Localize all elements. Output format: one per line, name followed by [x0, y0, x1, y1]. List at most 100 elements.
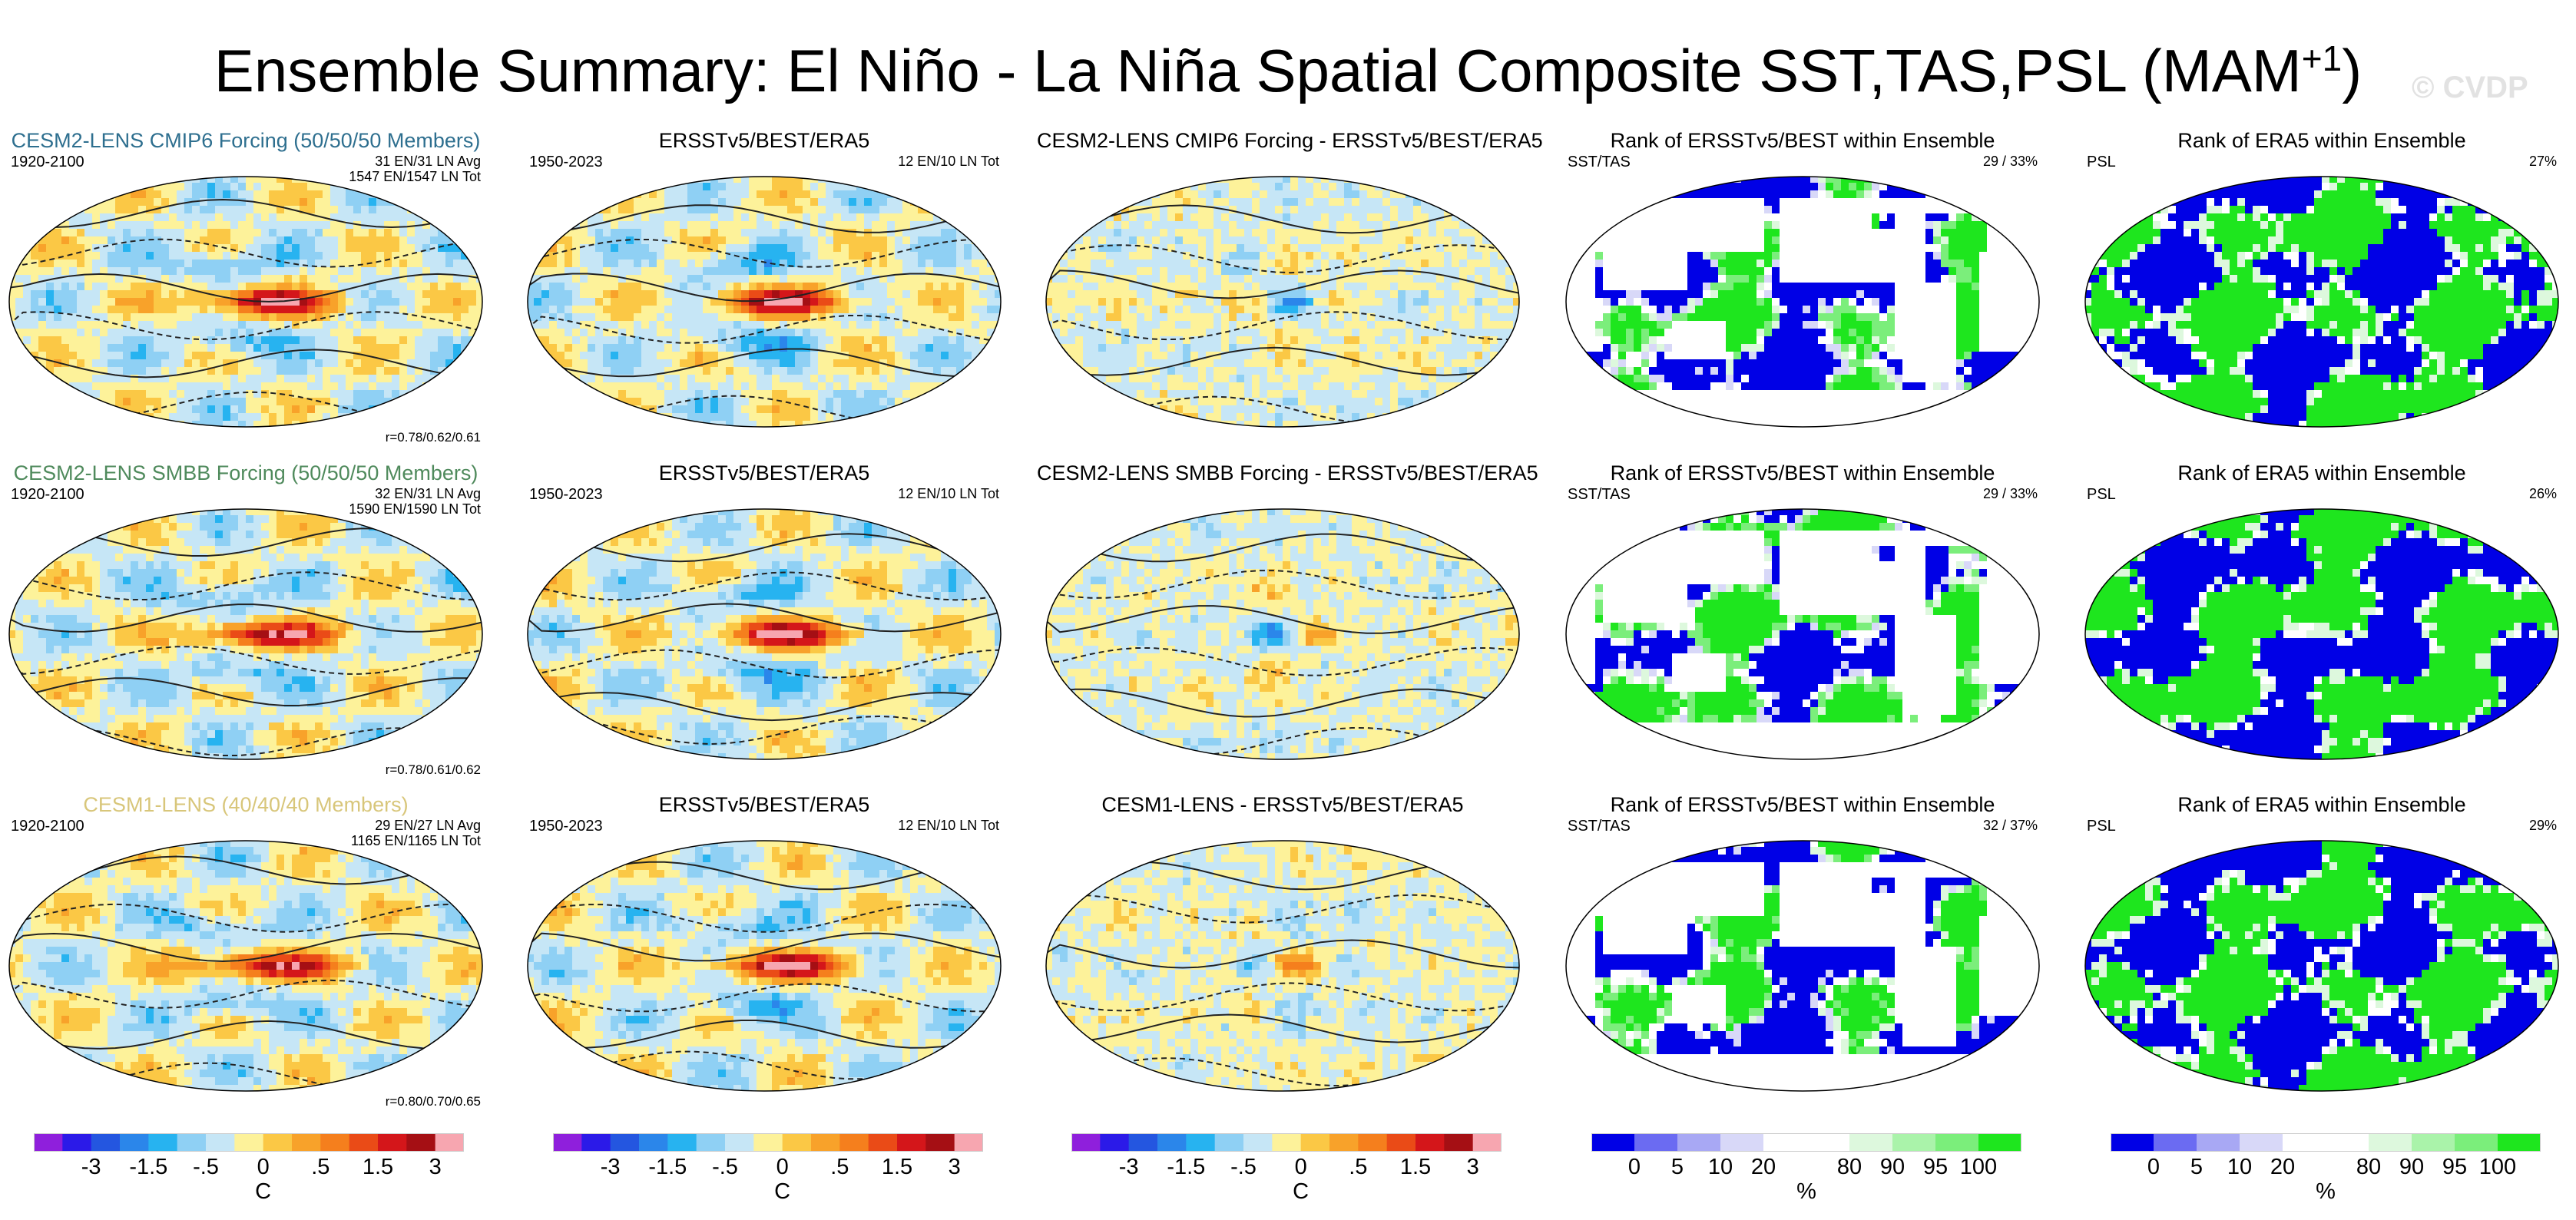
map-diff	[1045, 176, 1520, 428]
panel-title: CESM2-LENS CMIP6 Forcing - ERSSTv5/BEST/…	[1037, 129, 1543, 153]
colorbar-swatch	[2326, 1133, 2369, 1152]
map-sst	[527, 840, 1002, 1092]
colorbar-swatch	[725, 1133, 754, 1152]
colorbar-swatch	[1677, 1133, 1721, 1152]
corner-left-label: SST/TAS	[1568, 154, 1631, 171]
colorbar-swatch	[234, 1133, 264, 1152]
colorbar-swatch	[1978, 1133, 2021, 1152]
panel-title: Rank of ERSSTv5/BEST within Ensemble	[1557, 793, 2048, 817]
colorbar-swatch	[1128, 1133, 1158, 1152]
colorbar-tick-label: -.5	[1230, 1155, 1257, 1180]
colorbar-swatches	[553, 1133, 983, 1152]
panel-r2-c4: Rank of ERA5 within Ensemble PSL 29%	[2076, 793, 2568, 1116]
panel-r0-c4: Rank of ERA5 within Ensemble PSL 27%	[2076, 129, 2568, 451]
colorbar-tick-label: 0	[1628, 1155, 1641, 1180]
colorbar-tick-label: .5	[1349, 1155, 1367, 1180]
colorbar-swatch	[177, 1133, 207, 1152]
map-area	[1045, 508, 1521, 761]
colorbar-tick-label: 100	[1960, 1155, 1997, 1180]
map-area	[1045, 175, 1521, 428]
colorbar-tick-label: .5	[311, 1155, 329, 1180]
corner-left-label: PSL	[2087, 818, 2116, 835]
colorbar-swatch	[2197, 1133, 2240, 1152]
colorbar-swatch	[667, 1133, 697, 1152]
corner-right-label: 12 EN/10 LN Tot	[898, 486, 999, 501]
corner-left-label: SST/TAS	[1568, 486, 1631, 504]
colorbar-swatch	[206, 1133, 235, 1152]
colorbar-tick-label: 80	[2356, 1155, 2381, 1180]
colorbar-swatch	[2412, 1133, 2455, 1152]
panel-title: CESM2-LENS SMBB Forcing (50/50/50 Member…	[0, 461, 492, 485]
panel-title: Rank of ERA5 within Ensemble	[2076, 793, 2568, 817]
colorbar-sst: -3 -1.5 -.5 0 .5 1.5 3 C	[553, 1133, 983, 1218]
colorbar-tick-label: 3	[1467, 1155, 1479, 1180]
colorbar-swatch	[897, 1133, 926, 1152]
colorbar-tick-label: 0	[2147, 1155, 2160, 1180]
colorbar-tick-label: 20	[1751, 1155, 1776, 1180]
colorbar-tick-label: 3	[949, 1155, 961, 1180]
map-sst	[8, 508, 483, 760]
colorbar-swatch	[62, 1133, 92, 1152]
colorbar-swatches	[1591, 1133, 2021, 1152]
panel-r2-c1: ERSSTv5/BEST/ERA5 1950-2023 12 EN/10 LN To…	[518, 793, 1010, 1116]
panel-r2-c3: Rank of ERSSTv5/BEST within Ensemble SST/…	[1557, 793, 2048, 1116]
map-rank	[1565, 840, 2040, 1092]
colorbar-tick-label: 0	[257, 1155, 270, 1180]
panel-title: ERSSTv5/BEST/ERA5	[518, 129, 1010, 153]
map-area	[2084, 839, 2560, 1093]
corner-right-label: 29 / 33%	[1983, 486, 2038, 501]
colorbar-unit: C	[774, 1179, 790, 1205]
colorbar-swatch	[753, 1133, 783, 1152]
colorbar-swatch	[954, 1133, 983, 1152]
corner-right-label: 26%	[2529, 486, 2557, 501]
panel-r0-c2: CESM2-LENS CMIP6 Forcing - ERSSTv5/BEST/…	[1037, 129, 1543, 451]
colorbar-swatch	[1634, 1133, 1678, 1152]
colorbar-tick-label: 95	[1923, 1155, 1948, 1180]
panel-r1-c0: CESM2-LENS SMBB Forcing (50/50/50 Member…	[0, 461, 492, 784]
colorbar-swatch	[1386, 1133, 1416, 1152]
map-sst	[527, 176, 1002, 428]
corner-right-label: 32 / 37%	[1983, 818, 2038, 833]
colorbar-swatch	[2283, 1133, 2326, 1152]
map-rank	[1565, 508, 2040, 760]
panel-r0-c3: Rank of ERSSTv5/BEST within Ensemble SST/…	[1557, 129, 2048, 451]
corner-right-label: 31 EN/31 LN Avg 1547 EN/1547 LN Tot	[349, 154, 481, 184]
colorbar-tick-label: -1.5	[129, 1155, 167, 1180]
map-rank	[1565, 176, 2040, 428]
colorbar-swatch	[639, 1133, 668, 1152]
map-sst	[8, 840, 483, 1092]
colorbar-tick-label: 10	[2227, 1155, 2252, 1180]
panel-title: CESM1-LENS - ERSSTv5/BEST/ERA5	[1037, 793, 1528, 817]
colorbar-tick-label: 3	[429, 1155, 442, 1180]
corner-left-label: 1950-2023	[529, 154, 603, 171]
colorbar-tick-label: 0	[1295, 1155, 1307, 1180]
correlation-label: r=0.78/0.61/0.62	[386, 762, 481, 778]
colorbar-swatch	[1214, 1133, 1244, 1152]
colorbar-swatch	[1300, 1133, 1330, 1152]
colorbar-unit: C	[1293, 1179, 1309, 1205]
colorbar-tick-label: -3	[81, 1155, 101, 1180]
colorbar-swatch	[610, 1133, 640, 1152]
map-rankpsl	[2084, 508, 2559, 760]
colorbar-swatch	[1591, 1133, 1635, 1152]
map-area	[1564, 839, 2041, 1093]
colorbar-swatch	[2455, 1133, 2498, 1152]
colorbar-swatch	[91, 1133, 121, 1152]
map-diff	[1045, 508, 1520, 760]
colorbar-tick-label: -3	[1119, 1155, 1139, 1180]
watermark: © CVDP	[2412, 71, 2528, 105]
colorbar-unit: C	[255, 1179, 271, 1205]
colorbar-swatch	[811, 1133, 840, 1152]
colorbar-swatches	[1071, 1133, 1502, 1152]
colorbar-swatch	[406, 1133, 436, 1152]
map-area	[1045, 839, 1521, 1093]
colorbar-tick-label: 5	[2190, 1155, 2203, 1180]
colorbar-swatch	[1243, 1133, 1273, 1152]
colorbar-swatch	[1720, 1133, 1764, 1152]
colorbar-tick-label: 1.5	[363, 1155, 393, 1180]
panel-title: CESM1-LENS (40/40/40 Members)	[0, 793, 492, 817]
colorbar-tick-label: .5	[830, 1155, 849, 1180]
colorbar-swatch	[782, 1133, 812, 1152]
map-area	[526, 839, 1002, 1093]
panel-r1-c4: Rank of ERA5 within Ensemble PSL 26%	[2076, 461, 2568, 784]
